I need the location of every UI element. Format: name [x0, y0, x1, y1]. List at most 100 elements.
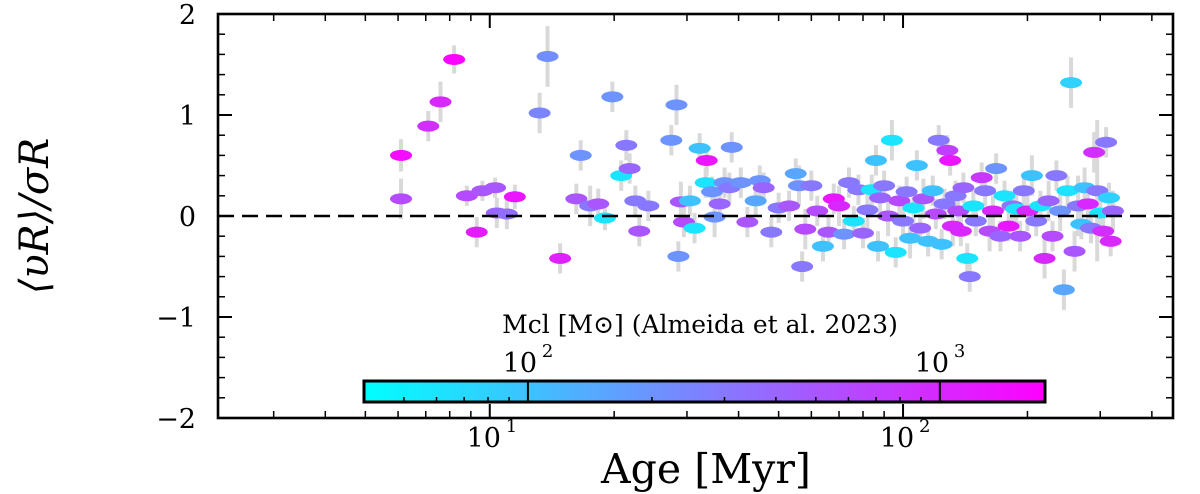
data-point — [1025, 215, 1048, 227]
data-point — [1083, 146, 1106, 158]
data-point — [429, 96, 452, 108]
data-point — [964, 215, 987, 227]
y-axis-label-text: ⟨υR⟩/σR — [12, 138, 58, 295]
data-point — [495, 208, 518, 220]
data-point — [736, 216, 759, 228]
data-point — [601, 91, 624, 103]
data-point — [873, 180, 896, 192]
data-point — [565, 193, 588, 205]
data-point — [902, 202, 925, 214]
data-point — [688, 142, 711, 154]
data-point — [899, 232, 922, 244]
data-point — [720, 141, 743, 153]
data-point — [695, 154, 718, 166]
data-point — [974, 185, 997, 197]
y-tick-label: 0 — [179, 202, 196, 233]
colorbar-bar — [362, 379, 1047, 404]
data-point — [1033, 252, 1056, 264]
data-point — [989, 230, 1012, 242]
data-point — [1045, 170, 1068, 182]
data-point — [1097, 192, 1120, 204]
data-point — [1099, 235, 1122, 247]
data-point — [528, 107, 551, 119]
data-point — [615, 139, 638, 151]
data-point — [678, 195, 701, 207]
data-point — [536, 50, 559, 62]
data-point — [1020, 170, 1043, 182]
y-axis-label: ⟨υR⟩/σR — [12, 138, 58, 295]
data-point — [905, 160, 928, 171]
data-point — [993, 190, 1016, 202]
data-point — [660, 134, 683, 146]
axis-labels: Age [Myr] ⟨υR⟩/σR — [12, 138, 811, 493]
data-point — [618, 163, 641, 175]
y-tick-label: −2 — [156, 404, 196, 435]
data-point — [800, 180, 823, 192]
data-point — [694, 177, 717, 189]
data-point — [924, 208, 947, 220]
x-tick-exponent: 2 — [919, 416, 930, 437]
data-point — [665, 99, 688, 111]
data-point — [1063, 245, 1086, 257]
data-point — [701, 186, 724, 198]
data-point — [962, 200, 985, 212]
y-tick-label: 2 — [179, 0, 196, 31]
data-point — [856, 204, 879, 216]
data-point — [912, 193, 935, 205]
data-point — [1095, 136, 1118, 148]
data-point — [628, 225, 651, 237]
colorbar-tick-exponent: 2 — [542, 341, 553, 362]
data-point — [864, 154, 887, 166]
data-point — [667, 250, 690, 262]
data-point — [703, 211, 726, 223]
data-point — [791, 261, 814, 272]
data-point — [952, 182, 975, 194]
data-point — [936, 144, 959, 156]
data-point — [778, 200, 801, 212]
data-point — [867, 240, 890, 252]
axes: 210−1−210 1 10 2 — [156, 0, 1175, 454]
colorbar-label: Mcl [M⊙] (Almeida et al. 2023) — [502, 310, 898, 339]
data-point — [1056, 185, 1079, 197]
data-point — [1049, 205, 1072, 217]
data-point — [549, 252, 572, 264]
colorbar-tick-label: 10 — [503, 348, 537, 379]
y-tick-label: −1 — [156, 303, 196, 334]
data-point — [708, 198, 731, 210]
data-point — [503, 191, 526, 203]
data-point — [784, 168, 807, 180]
data-point — [417, 120, 440, 132]
data-point — [1060, 77, 1083, 89]
data-point — [884, 246, 907, 258]
data-point — [729, 177, 752, 189]
data-point — [1012, 185, 1035, 197]
data-point — [985, 163, 1008, 175]
data-point — [892, 215, 915, 227]
data-point — [465, 226, 488, 238]
colorbar-tick-exponent: 3 — [954, 341, 965, 362]
data-point — [760, 226, 783, 238]
data-point — [933, 198, 956, 210]
data-point — [981, 205, 1004, 217]
data-point — [443, 53, 466, 65]
points-layer — [390, 50, 1124, 296]
data-point — [587, 198, 610, 210]
data-point — [956, 252, 979, 264]
y-tick-label: 1 — [179, 101, 196, 132]
data-point — [888, 195, 911, 207]
data-point — [806, 205, 829, 217]
data-point — [390, 149, 413, 161]
data-point — [1009, 230, 1032, 242]
data-point — [752, 182, 775, 194]
data-point — [637, 200, 660, 212]
x-tick-label: 10 — [467, 423, 501, 454]
data-point — [921, 185, 944, 197]
data-point — [390, 193, 413, 205]
data-point — [939, 154, 962, 166]
data-point — [930, 238, 953, 250]
x-axis-label: Age [Myr] — [600, 445, 811, 493]
data-point — [895, 186, 918, 198]
data-point — [927, 134, 950, 146]
data-point — [794, 223, 817, 235]
